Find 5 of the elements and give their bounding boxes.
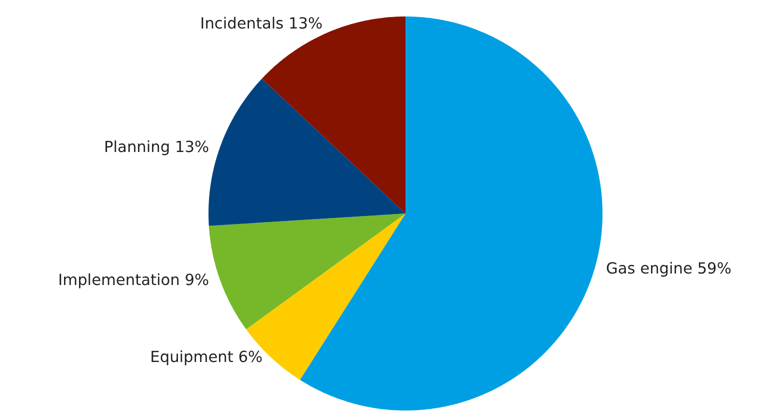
slice-label: Incidentals 13% [200,14,323,33]
slice-label: Implementation 9% [58,271,210,290]
slice-label: Gas engine 59% [606,259,732,278]
slice-label: Planning 13% [104,138,210,156]
slice-label: Equipment 6% [150,348,263,366]
